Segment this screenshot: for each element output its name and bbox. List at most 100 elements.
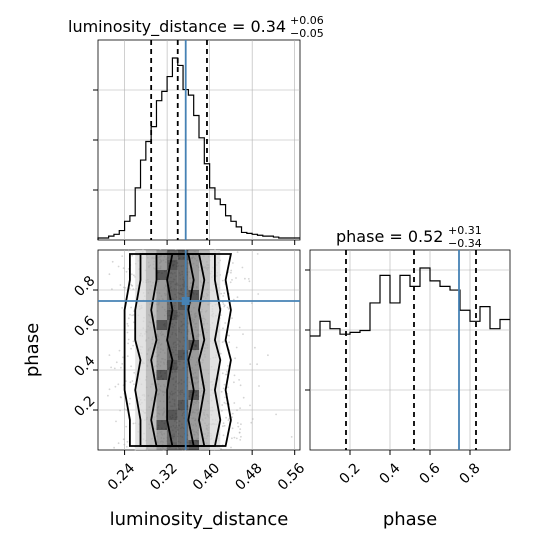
scatter-point <box>230 446 232 449</box>
density-cell <box>177 330 189 340</box>
scatter-point <box>228 341 231 344</box>
scatter-point <box>132 288 135 290</box>
density-cell <box>167 330 178 340</box>
density-cell <box>177 260 189 270</box>
density-cell <box>209 420 221 430</box>
density-cell <box>199 360 210 370</box>
scatter-point <box>228 417 231 420</box>
density-cell <box>199 400 210 410</box>
density-cell <box>156 320 168 330</box>
scatter-point <box>108 388 111 391</box>
scatter-point <box>120 366 122 369</box>
scatter-point <box>115 361 118 364</box>
density-cell <box>145 320 157 330</box>
density-cell <box>145 280 157 290</box>
phase-quantile-lines <box>345 250 477 450</box>
scatter-point <box>127 338 130 341</box>
density-cell <box>135 340 146 350</box>
x-tick-label: 0.48 <box>232 460 265 493</box>
phase-title-label: phase = 0.52 <box>336 227 443 246</box>
scatter-point <box>122 356 124 359</box>
density-cell <box>156 370 168 380</box>
density-cell <box>177 430 189 440</box>
scatter-point <box>235 437 238 440</box>
scatter-point <box>222 303 225 305</box>
scatter-point <box>242 396 245 399</box>
scatter-point <box>130 284 133 287</box>
scatter-point <box>231 412 234 415</box>
scatter-point <box>231 427 234 430</box>
scatter-point <box>250 421 253 424</box>
density-cell <box>156 290 168 300</box>
density-cell <box>209 310 221 320</box>
scatter-point <box>125 445 128 448</box>
scatter-point <box>220 447 222 450</box>
density-cell <box>167 320 178 330</box>
density-cell <box>209 410 221 420</box>
density-cell <box>135 350 146 360</box>
scatter-point <box>127 342 129 345</box>
density-cell <box>188 360 199 370</box>
density-cell <box>145 260 157 270</box>
scatter-point <box>290 436 293 438</box>
density-cell <box>209 300 221 310</box>
scatter-point <box>223 304 226 307</box>
density-cell <box>177 370 189 380</box>
ld-histogram <box>97 57 300 240</box>
scatter-point <box>131 254 134 257</box>
x-tick-label: 0.56 <box>275 460 308 493</box>
density-cell <box>188 310 199 320</box>
scatter-point <box>131 380 134 382</box>
density-cell <box>167 370 178 380</box>
scatter-point <box>230 271 232 274</box>
density-cell <box>177 250 189 260</box>
density-cell <box>199 290 210 300</box>
density-cell <box>145 310 157 320</box>
density-cell <box>209 430 221 440</box>
scatter-point <box>225 402 228 405</box>
scatter-point <box>240 423 242 426</box>
scatter-point <box>107 394 109 397</box>
joint-truth-lines <box>98 250 300 450</box>
scatter-point <box>233 436 236 439</box>
scatter-point <box>111 288 113 290</box>
density-cell <box>209 360 221 370</box>
density-cell <box>167 350 178 360</box>
density-cell <box>145 410 157 420</box>
scatter-point <box>226 306 229 309</box>
scatter-point <box>222 387 225 390</box>
phase-histogram <box>310 267 510 337</box>
y-tick-label: 0.6 <box>71 313 98 340</box>
x-axis-label-luminosity-distance: luminosity_distance <box>110 509 289 530</box>
scatter-point <box>233 381 235 384</box>
scatter-point <box>133 274 135 277</box>
density-cell <box>209 320 221 330</box>
scatter-point <box>128 402 131 405</box>
scatter-point <box>130 306 133 309</box>
scatter-point <box>221 341 224 343</box>
phase-histogram-panel: phase = 0.52 +0.31 −0.34 <box>309 224 511 451</box>
scatter-point <box>248 280 251 283</box>
x-tick-label: 0.40 <box>190 460 223 493</box>
density-cell <box>177 290 189 300</box>
scatter-point <box>117 442 120 445</box>
phase-title-plus: +0.31 <box>448 224 482 237</box>
density-cell <box>188 250 199 260</box>
density-cell <box>156 300 168 310</box>
joint-2d-panel <box>97 249 301 451</box>
density-cell <box>135 380 146 390</box>
density-cell <box>188 410 199 420</box>
scatter-point <box>239 407 242 409</box>
scatter-point <box>223 383 226 386</box>
scatter-point <box>220 292 223 295</box>
scatter-point <box>127 249 130 252</box>
joint-contours <box>123 253 233 447</box>
density-cell <box>145 270 157 280</box>
scatter-point <box>122 267 125 270</box>
density-cell <box>156 280 168 290</box>
density-cell <box>188 270 199 280</box>
density-cell <box>156 430 168 440</box>
density-cell <box>188 290 199 300</box>
density-cell <box>209 290 221 300</box>
